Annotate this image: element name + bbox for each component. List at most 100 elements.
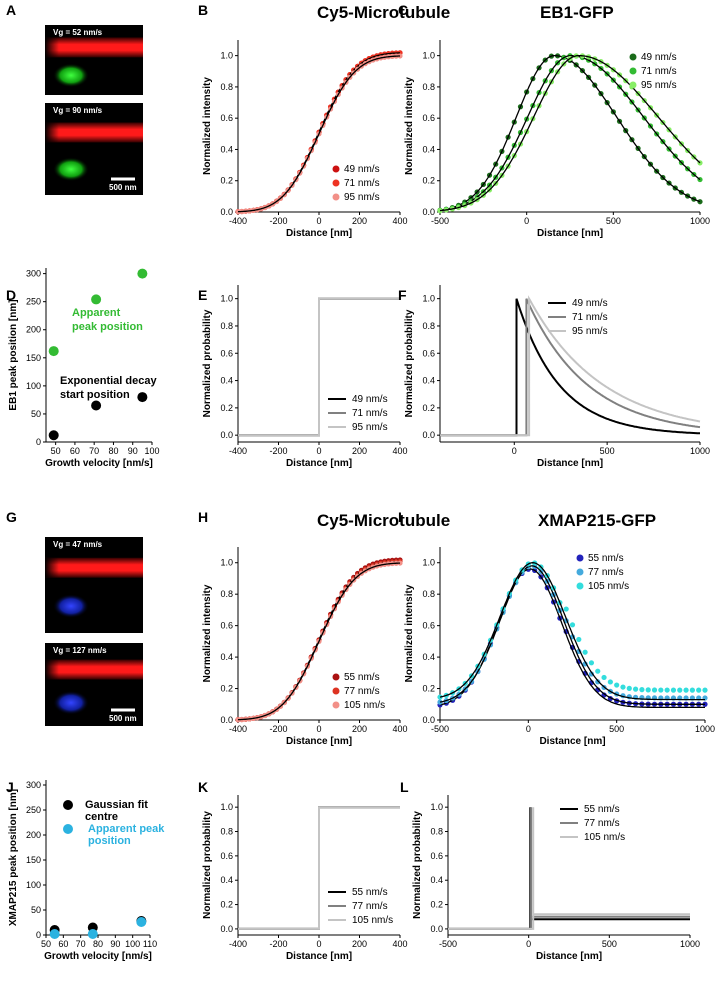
data-point (582, 649, 588, 655)
y-tick-label: 0.0 (422, 430, 435, 440)
y-axis-label: Normalized probability (202, 811, 213, 919)
legend-label: 55 nm/s (588, 553, 624, 564)
legend-label: 77 nm/s (352, 901, 388, 912)
y-tick-label: 200 (26, 830, 41, 840)
panel-label: F (398, 287, 407, 303)
data-point (702, 687, 708, 693)
data-point (437, 699, 443, 705)
data-point (601, 692, 607, 698)
legend-marker (63, 824, 73, 834)
data-point (696, 687, 702, 693)
x-tick-label: 100 (144, 446, 159, 456)
legend-marker (332, 673, 340, 681)
y-tick-label: 0.8 (220, 82, 233, 92)
legend-marker (332, 193, 340, 201)
y-axis-label: Normalized probability (404, 309, 415, 417)
x-tick-label: 80 (93, 939, 103, 949)
x-tick-label: 70 (89, 446, 99, 456)
x-tick-label: 60 (70, 446, 80, 456)
legend-label: 71 nm/s (344, 178, 380, 189)
panel-title: EB1-GFP (540, 3, 614, 22)
data-point (91, 400, 102, 411)
y-tick-label: 0.8 (220, 321, 233, 331)
legend-label: 71 nm/s (641, 66, 677, 77)
panel-e: E -400 -200 0 200 400 0.0 0.2 0.4 0.6 0.8 1.0 Distan… (198, 285, 408, 469)
annotation: centre (85, 811, 118, 823)
annotation: start position (60, 389, 130, 401)
data-point (588, 660, 595, 666)
data-point (569, 622, 576, 628)
y-axis-label: EB1 peak position [nm] (8, 299, 19, 410)
y-tick-label: 100 (26, 381, 41, 391)
y-tick-label: 0.8 (220, 827, 233, 837)
x-tick-label: 200 (352, 939, 367, 949)
x-tick-label: 400 (392, 939, 407, 949)
y-tick-label: 0.2 (430, 900, 443, 910)
y-tick-label: 0.6 (220, 851, 233, 861)
series-line (238, 297, 400, 437)
x-tick-label: 0 (316, 939, 321, 949)
x-axis-label: Distance [nm] (537, 228, 603, 239)
y-tick-label: 1.0 (422, 294, 435, 304)
data-point (595, 668, 601, 674)
x-tick-label: 200 (352, 216, 367, 226)
data-point (607, 679, 613, 685)
y-tick-label: 0.2 (220, 403, 233, 413)
micrograph-background (45, 103, 143, 195)
legend-label: 49 nm/s (352, 394, 388, 405)
y-tick-label: 0.8 (422, 589, 435, 599)
x-tick-label: -500 (431, 724, 449, 734)
legend-label: 95 nm/s (344, 192, 380, 203)
legend-label: 105 nm/s (344, 700, 385, 711)
panel-label: C (398, 2, 408, 18)
series-line (237, 562, 400, 721)
y-tick-label: 0.4 (220, 652, 233, 662)
legend-marker (629, 81, 637, 89)
panel-label: K (198, 779, 208, 795)
y-axis-label: Normalized intensity (404, 584, 415, 682)
x-tick-label: 0 (316, 216, 321, 226)
velocity-label: Vg = 52 nm/s (53, 28, 103, 37)
y-tick-label: 0.6 (430, 851, 443, 861)
data-point (689, 687, 695, 693)
data-point (137, 268, 148, 279)
data-point (588, 671, 595, 677)
y-tick-label: 300 (26, 780, 41, 790)
microtubule-end-fade (45, 659, 59, 680)
annotation: Apparent (72, 307, 121, 319)
microtubule-end-fade (45, 557, 59, 578)
data-point (683, 687, 689, 693)
y-axis-label: Normalized intensity (202, 77, 213, 175)
y-tick-label: 0.6 (422, 621, 435, 631)
y-tick-label: 150 (26, 353, 41, 363)
legend-label: 55 nm/s (352, 887, 388, 898)
x-tick-label: -200 (269, 446, 287, 456)
x-tick-label: 0 (512, 446, 517, 456)
panel-label: A (6, 2, 16, 18)
microtubule-red (45, 37, 143, 58)
legend-marker (332, 179, 340, 187)
legend-marker (332, 687, 340, 695)
legend-label: 95 nm/s (572, 326, 608, 337)
y-axis-label: Normalized intensity (404, 77, 415, 175)
x-tick-label: 1000 (695, 724, 715, 734)
x-axis-label: Distance [nm] (537, 458, 603, 469)
data-point (645, 687, 651, 693)
y-tick-label: 0.6 (422, 113, 435, 123)
microtubule-red (45, 557, 143, 578)
legend-label: 105 nm/s (588, 581, 629, 592)
y-tick-label: 0.8 (220, 589, 233, 599)
x-tick-label: -400 (229, 216, 247, 226)
x-tick-label: 110 (143, 939, 157, 949)
x-tick-label: 100 (125, 939, 140, 949)
data-point (136, 917, 147, 927)
data-point (437, 208, 443, 214)
scale-bar-label: 500 nm (109, 183, 137, 192)
x-tick-label: -500 (431, 216, 449, 226)
micrograph-background (45, 537, 143, 633)
x-tick-label: -200 (269, 939, 287, 949)
y-tick-label: 1.0 (220, 558, 233, 568)
panel-i: I XMAP215-GFP -500 0 500 1000 0.0 0.2 0.4 0.6 0.8 1… (398, 509, 715, 747)
x-axis-label: Growth velocity [nm/s] (45, 458, 153, 469)
legend-label: 55 nm/s (584, 804, 620, 815)
